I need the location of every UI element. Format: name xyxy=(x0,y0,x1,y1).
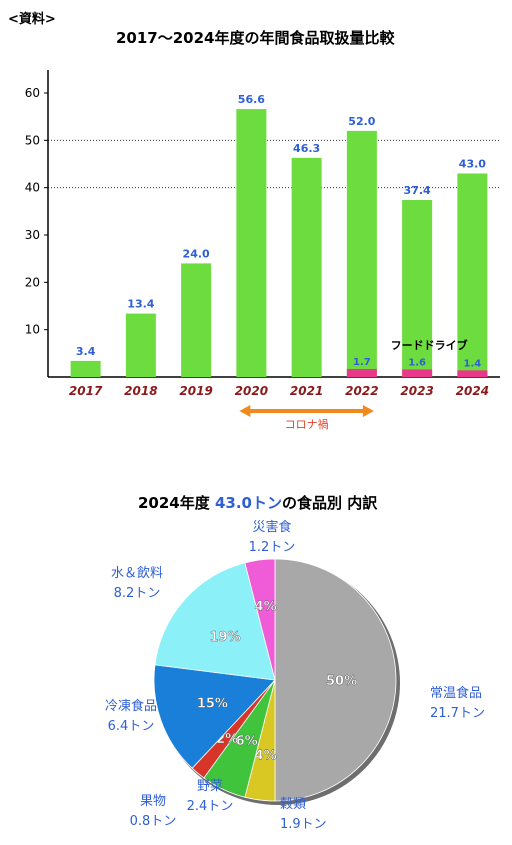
section-tag: <資料> xyxy=(8,12,56,27)
pie-percent-label-2: 6% xyxy=(236,734,258,749)
covid-annotation-label: コロナ禍 xyxy=(285,417,329,431)
x-tick-label-2023: 2023 xyxy=(400,384,433,398)
food-drive-value-label-2024: 1.4 xyxy=(464,358,482,369)
pie-amount-label-2: 2.4トン xyxy=(187,799,234,814)
bar-2023 xyxy=(402,199,433,377)
y-tick-label-60: 60 xyxy=(25,86,40,100)
bar-2019 xyxy=(181,263,212,377)
bar-2024 xyxy=(457,173,488,377)
covid-arrow-left-head xyxy=(239,405,251,417)
food-drive-value-label-2023: 1.6 xyxy=(408,357,426,368)
pie-category-label-4: 冷凍食品 xyxy=(105,698,157,714)
pie-category-label-6: 災害食 xyxy=(252,519,291,535)
x-tick-label-2022: 2022 xyxy=(345,384,378,398)
pie-percent-label-1: 4% xyxy=(255,748,277,763)
pie-amount-label-3: 0.8トン xyxy=(130,814,177,829)
x-tick-label-2021: 2021 xyxy=(290,384,323,398)
y-tick-label-50: 50 xyxy=(25,133,40,147)
x-tick-label-2018: 2018 xyxy=(124,384,157,398)
pie-category-label-5: 水＆飲料 xyxy=(111,565,163,581)
pie-slice-6 xyxy=(244,558,276,681)
y-tick-label-40: 40 xyxy=(25,181,40,195)
bar-value-label-2017: 3.4 xyxy=(76,345,96,358)
pie-percent-label-0: 50% xyxy=(326,674,357,689)
y-tick-label-30: 30 xyxy=(25,228,40,242)
bar-value-label-2021: 46.3 xyxy=(293,142,320,155)
bar-value-label-2024: 43.0 xyxy=(459,157,486,170)
x-tick-label-2020: 2020 xyxy=(235,384,268,398)
pie-percent-label-5: 19% xyxy=(210,630,241,645)
bar-chart: 10 20 30 40 50 60 3.4 2017 13.4 2018 24.0 2019 56.6 2… xyxy=(25,70,500,431)
pie-amount-label-4: 6.4トン xyxy=(108,719,155,734)
pie-percent-label-6: 4% xyxy=(255,600,277,615)
pie-amount-label-0: 21.7トン xyxy=(430,706,485,721)
x-tick-label-2024: 2024 xyxy=(456,384,489,398)
x-tick-label-2019: 2019 xyxy=(179,384,212,398)
food-drive-bar-2023 xyxy=(402,369,433,377)
pie-amount-label-1: 1.9トン xyxy=(280,817,327,832)
y-tick-label-10: 10 xyxy=(25,323,40,337)
bar-value-label-2019: 24.0 xyxy=(183,247,210,260)
bar-2022 xyxy=(346,130,377,377)
food-drive-value-label-2022: 1.7 xyxy=(353,357,371,368)
pie-slice-5 xyxy=(154,562,276,681)
pie-slice-0 xyxy=(274,558,397,802)
pie-category-label-3: 果物 xyxy=(140,794,166,809)
bar-chart-title: 2017〜2024年度の年間食品取扱量比較 xyxy=(116,29,395,47)
bar-value-label-2018: 13.4 xyxy=(127,298,154,311)
pie-category-label-1: 穀類 xyxy=(280,797,306,812)
covid-arrow-right-head xyxy=(362,405,374,417)
pie-title-total: 43.0トン xyxy=(214,494,282,512)
food-drive-label: フードドライブ xyxy=(391,338,468,352)
bar-value-label-2023: 37.4 xyxy=(404,184,431,197)
pie-amount-label-6: 1.2トン xyxy=(249,540,296,555)
pie-percent-label-4: 15% xyxy=(197,697,228,712)
food-drive-bar-2022 xyxy=(346,368,377,377)
food-drive-bar-2024 xyxy=(457,370,488,377)
pie-category-label-2: 野菜 xyxy=(197,779,223,794)
y-tick-label-20: 20 xyxy=(25,275,40,289)
pie-amount-label-5: 8.2トン xyxy=(114,586,161,601)
pie-category-label-0: 常温食品 xyxy=(430,685,482,701)
pie-slice-4 xyxy=(153,664,276,769)
bar-value-label-2020: 56.6 xyxy=(238,93,265,106)
bar-2021 xyxy=(291,157,322,377)
pie-title-pre: 2024年度 xyxy=(138,494,215,512)
bar-2018 xyxy=(125,313,156,377)
pie-chart-title: 2024年度 43.0トンの食品別 内訳 xyxy=(138,492,377,513)
x-tick-label-2017: 2017 xyxy=(69,384,103,398)
bar-2017 xyxy=(70,360,101,377)
bar-value-label-2022: 52.0 xyxy=(348,115,375,128)
pie-title-post: の食品別 内訳 xyxy=(282,494,378,512)
bar-2020 xyxy=(236,109,267,378)
